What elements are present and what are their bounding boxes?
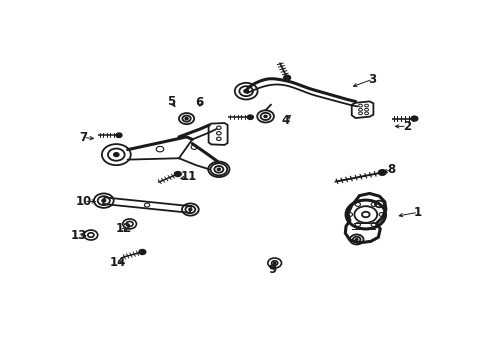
Text: 8: 8 (388, 163, 396, 176)
Circle shape (356, 239, 358, 240)
Circle shape (102, 199, 106, 202)
Circle shape (139, 249, 146, 255)
Circle shape (411, 116, 418, 121)
Circle shape (244, 90, 248, 93)
Text: 2: 2 (403, 120, 411, 133)
Circle shape (264, 115, 267, 117)
Text: 14: 14 (109, 256, 125, 269)
Text: 11: 11 (180, 170, 196, 183)
Text: 7: 7 (79, 131, 87, 144)
Text: 6: 6 (196, 96, 204, 109)
Circle shape (247, 115, 253, 120)
Polygon shape (128, 139, 192, 159)
Text: 4: 4 (281, 114, 290, 127)
Circle shape (379, 170, 386, 175)
Circle shape (174, 172, 181, 176)
Text: 12: 12 (116, 222, 132, 235)
Text: 13: 13 (70, 229, 86, 242)
Text: 5: 5 (167, 95, 175, 108)
Circle shape (185, 117, 188, 120)
Circle shape (284, 75, 291, 80)
Circle shape (218, 168, 220, 170)
Text: 9: 9 (268, 262, 276, 276)
Circle shape (273, 262, 276, 264)
Text: 10: 10 (76, 195, 92, 208)
Text: 3: 3 (368, 73, 377, 86)
Circle shape (114, 153, 119, 157)
Circle shape (116, 133, 122, 138)
Text: 1: 1 (414, 206, 422, 219)
Circle shape (189, 208, 192, 211)
